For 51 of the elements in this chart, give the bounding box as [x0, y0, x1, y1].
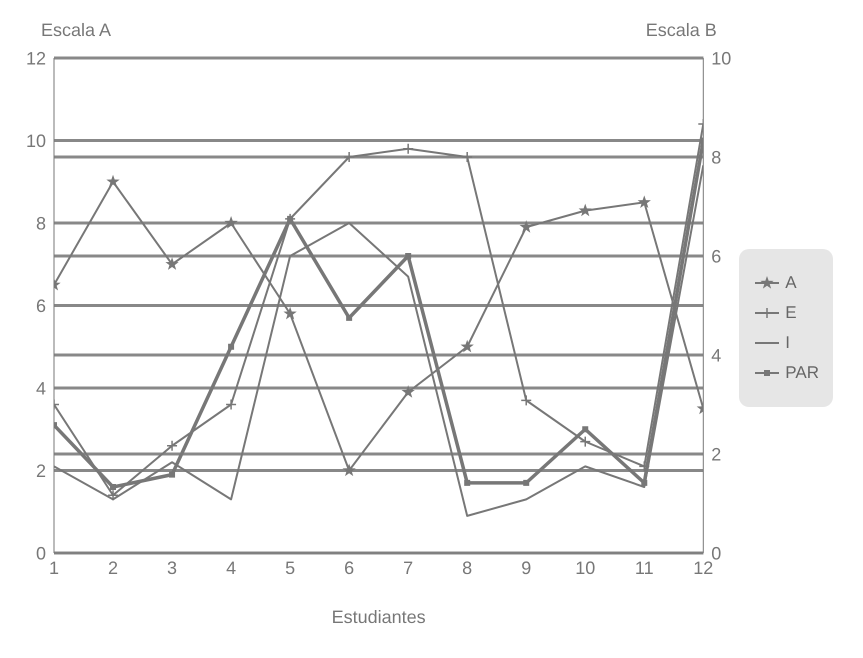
x-tick-label: 9: [521, 558, 532, 578]
point: [346, 314, 352, 321]
x-tick-label: 3: [167, 558, 178, 578]
point: [110, 484, 116, 490]
y2-tick-label: 0: [711, 543, 722, 564]
point: [460, 340, 474, 352]
x-tick-label: 8: [462, 558, 472, 578]
x-tick-label: 4: [226, 558, 236, 578]
point: [402, 385, 415, 398]
x-tick-label: 12: [693, 558, 714, 578]
point: [283, 306, 297, 320]
point: [228, 344, 234, 350]
point: [106, 174, 120, 188]
y2-tick-label: 8: [711, 147, 722, 168]
y-tick-label: 8: [36, 213, 46, 234]
y2-axis-title: Escala B: [646, 20, 717, 40]
point: [405, 253, 412, 259]
point: [523, 480, 530, 486]
legend-label: PAR: [785, 363, 819, 383]
point: [169, 472, 176, 478]
x-tick-label: 11: [634, 558, 654, 578]
point: [638, 195, 651, 208]
x-tick-label: 1: [48, 558, 60, 578]
point: [165, 257, 179, 270]
y2-tick-label: 4: [711, 345, 722, 366]
point: [224, 216, 238, 229]
legend-label: I: [785, 333, 790, 353]
x-tick-label: 7: [403, 558, 414, 578]
y2-tick-label: 6: [711, 246, 722, 266]
point: [641, 480, 648, 486]
x-axis-title: Estudiantes: [332, 607, 426, 627]
point: [464, 480, 470, 486]
y-tick-label: 4: [36, 378, 46, 398]
y-tick-label: 10: [26, 130, 46, 151]
legend-label: E: [785, 303, 797, 323]
y-tick-label: 12: [26, 48, 46, 68]
y-axis-title: Escala A: [40, 20, 112, 40]
y2-tick-label: 2: [711, 444, 722, 464]
y2-tick-label: 10: [711, 48, 732, 68]
y-tick-label: 0: [36, 543, 46, 564]
x-tick-label: 6: [344, 558, 354, 578]
x-tick-label: 10: [575, 558, 596, 578]
y-tick-label: 2: [36, 460, 46, 481]
point: [520, 220, 533, 233]
point: [582, 426, 588, 432]
y-tick-label: 6: [36, 296, 46, 316]
point: [578, 204, 592, 216]
point: [342, 464, 356, 476]
x-tick-label: 2: [108, 558, 118, 578]
x-tick-label: 5: [285, 558, 296, 578]
legend-label: A: [785, 273, 797, 293]
